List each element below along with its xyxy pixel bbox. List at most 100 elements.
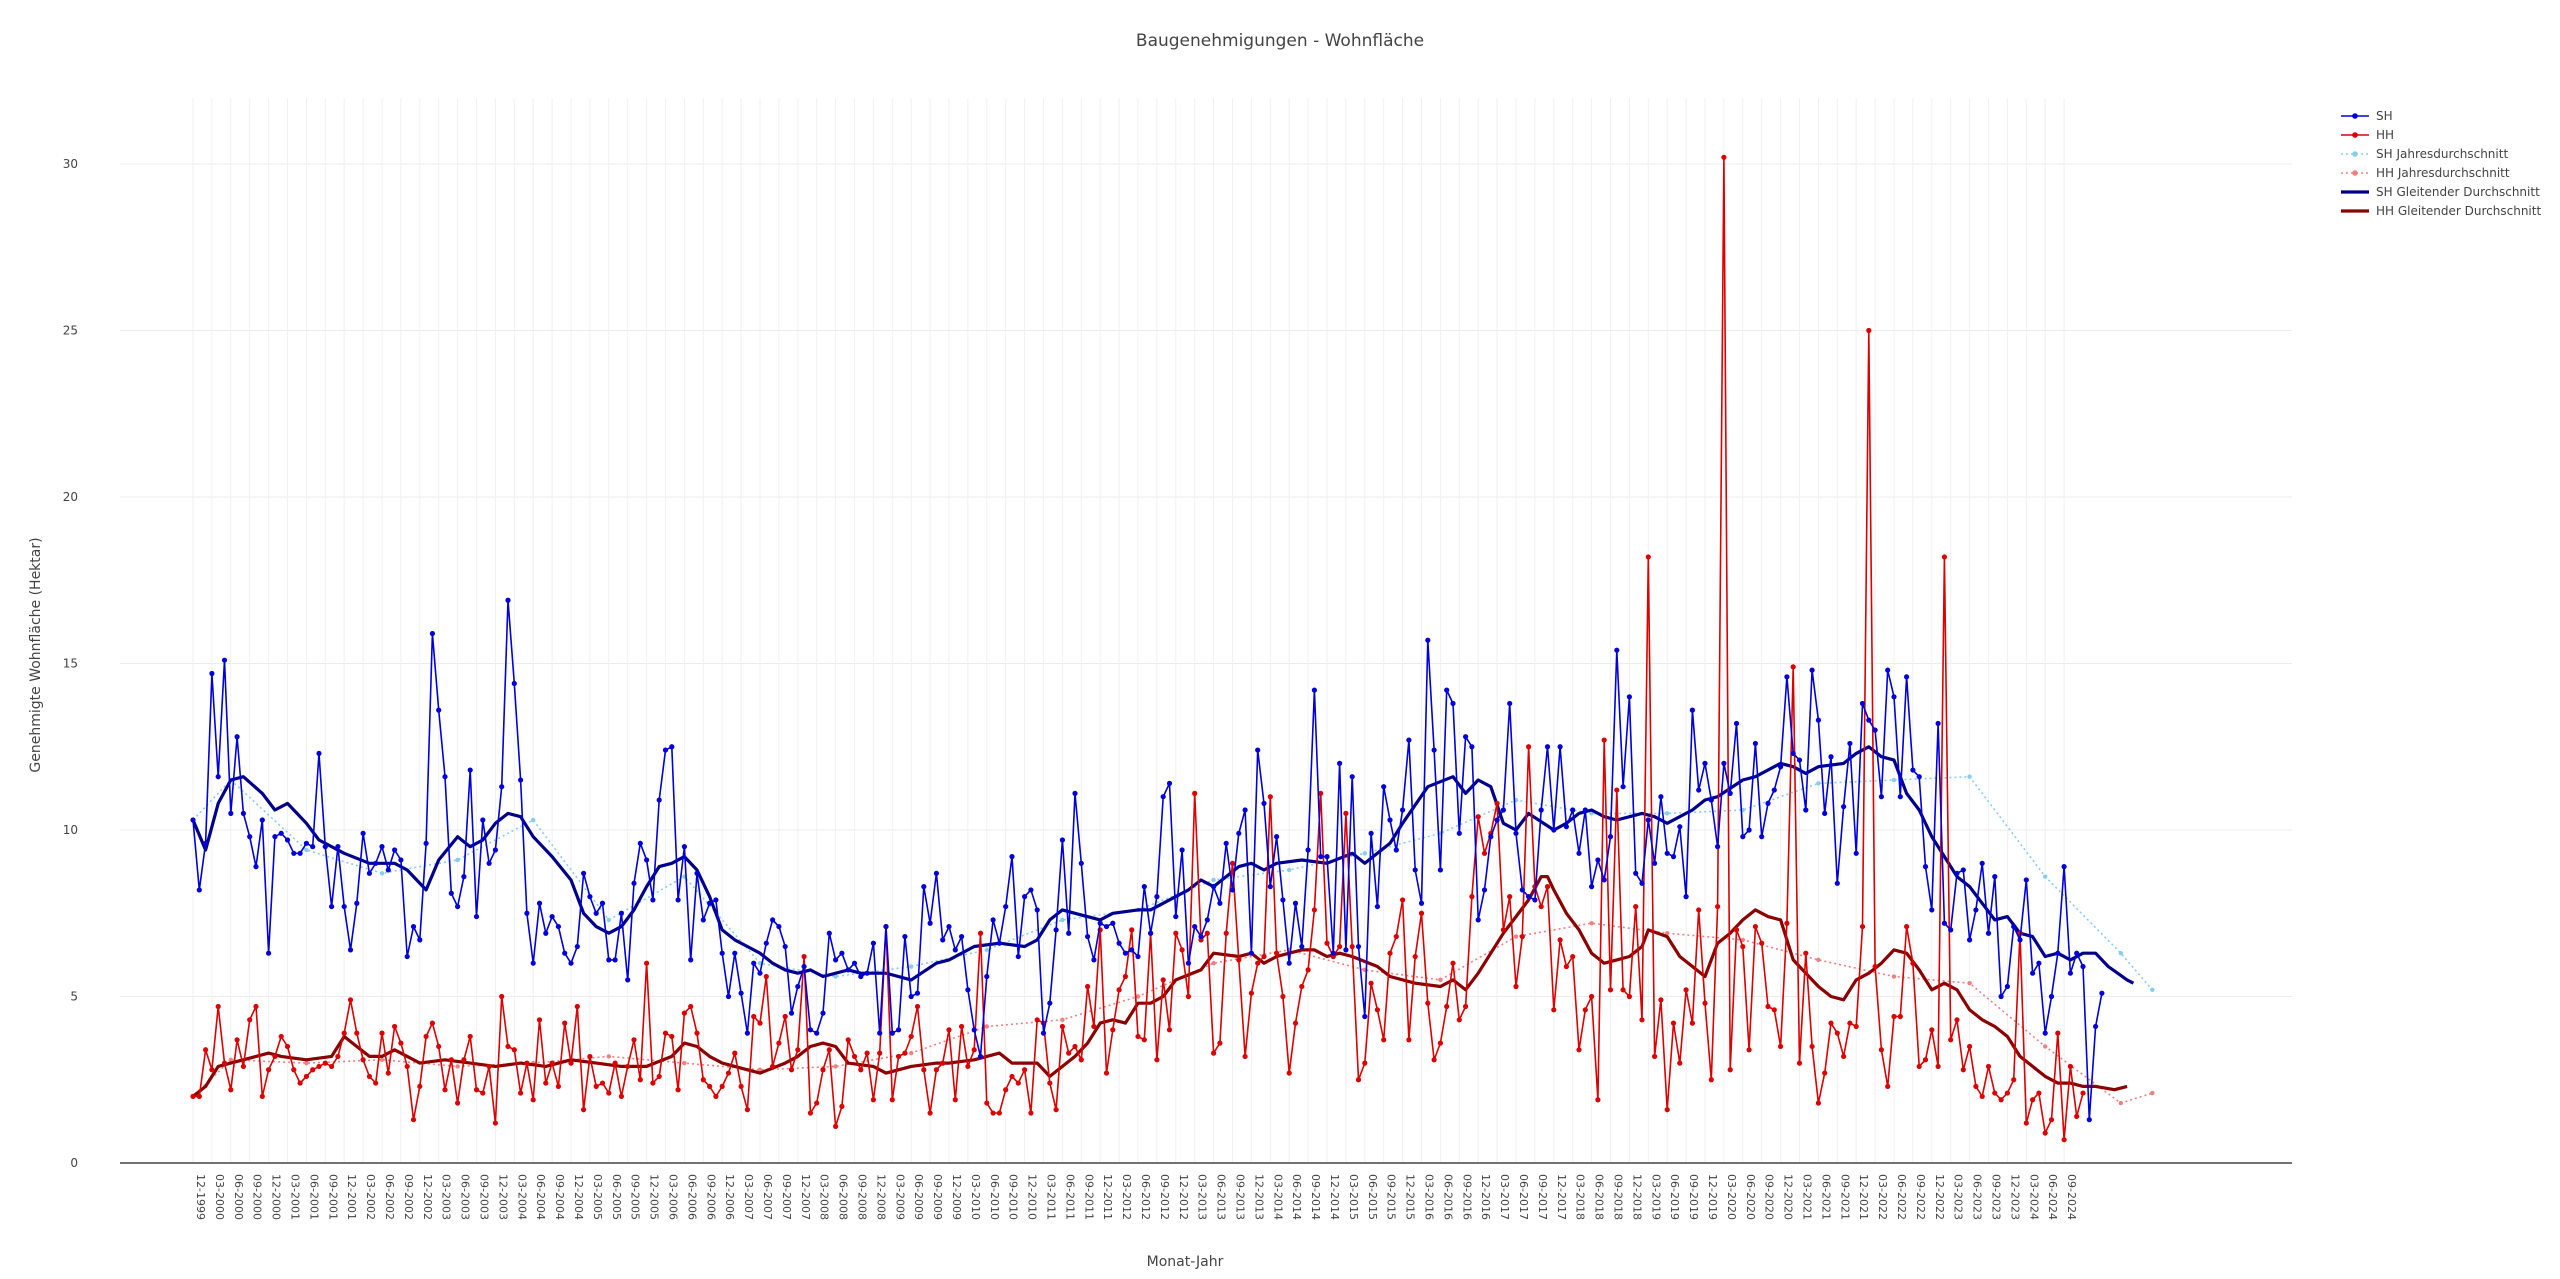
data-point <box>385 1070 391 1076</box>
x-tick-label: 03-2022 <box>1876 1174 1889 1220</box>
data-point <box>1444 1003 1450 1010</box>
data-point <box>1828 754 1834 760</box>
data-point <box>637 1077 643 1083</box>
data-point <box>1935 1063 1941 1070</box>
data-point <box>1589 993 1595 1000</box>
data-point <box>1702 760 1708 767</box>
data-point <box>1998 993 2004 1000</box>
data-point <box>1859 700 1866 707</box>
data-point <box>404 953 410 960</box>
x-tick-label: 06-2002 <box>383 1174 396 1220</box>
y-tick-label: 10 <box>63 823 78 837</box>
data-point <box>2004 983 2010 990</box>
data-point <box>1229 887 1236 893</box>
x-tick-label: 12-2015 <box>1404 1174 1417 1220</box>
data-point <box>965 987 971 993</box>
data-point <box>1954 870 1960 876</box>
data-point <box>1595 857 1601 863</box>
data-point <box>1904 923 1910 930</box>
data-point <box>1639 880 1645 886</box>
data-point <box>896 1053 902 1060</box>
data-point <box>1072 790 1078 796</box>
legend-swatch <box>2341 131 2369 138</box>
x-tick-label: 12-2000 <box>270 1174 283 1220</box>
data-point <box>1513 983 1519 990</box>
data-point <box>442 1087 448 1093</box>
legend-item-hh_annual[interactable]: HH Jahresdurchschnitt <box>2340 163 2541 182</box>
data-point <box>1022 1067 1028 1073</box>
data-point <box>1248 950 1254 956</box>
data-point <box>1872 963 1878 970</box>
data-point <box>284 1043 291 1050</box>
data-point <box>1576 850 1582 856</box>
legend-item-sh_moving[interactable]: SH Gleitender Durchschnitt <box>2340 182 2541 201</box>
data-point <box>795 983 801 990</box>
legend-item-hh_moving[interactable]: HH Gleitender Durchschnitt <box>2340 201 2541 220</box>
x-tick-label: 06-2001 <box>307 1174 320 1220</box>
data-point <box>417 937 423 943</box>
data-point <box>1135 994 1141 999</box>
data-point <box>1834 1030 1840 1036</box>
data-point <box>492 1120 498 1126</box>
legend-item-sh_annual[interactable]: SH Jahresdurchschnitt <box>2340 144 2541 163</box>
data-point <box>1412 867 1418 873</box>
data-point <box>1721 760 1727 767</box>
data-point <box>2036 1090 2042 1096</box>
x-tick-label: 03-2000 <box>213 1174 226 1220</box>
data-point <box>562 1020 568 1026</box>
data-point <box>190 817 196 823</box>
x-tick-label: 09-2013 <box>1234 1174 1247 1220</box>
legend-item-sh[interactable]: SH <box>2340 106 2541 125</box>
x-tick-label: 06-2013 <box>1215 1174 1228 1220</box>
x-tick-label: 12-2010 <box>1026 1174 1039 1220</box>
data-point <box>1815 1100 1821 1106</box>
data-point <box>940 937 946 943</box>
data-point <box>1816 781 1821 786</box>
x-tick-label: 09-2018 <box>1612 1174 1625 1220</box>
x-tick-label: 03-2021 <box>1801 1174 1814 1220</box>
data-point <box>1878 794 1884 800</box>
data-point <box>1614 787 1620 793</box>
data-point <box>1078 1057 1084 1063</box>
data-point <box>612 957 618 963</box>
data-point <box>675 1087 681 1093</box>
data-point <box>2017 937 2023 943</box>
data-point <box>1683 987 1689 993</box>
data-point <box>379 1030 385 1036</box>
data-point <box>625 1063 631 1070</box>
data-point <box>1967 980 1972 986</box>
data-point <box>266 950 272 956</box>
data-point <box>788 1010 795 1016</box>
data-point <box>461 1057 467 1063</box>
data-point <box>1349 943 1355 950</box>
data-point <box>1897 1013 1903 1020</box>
legend-item-hh[interactable]: HH <box>2340 125 2541 144</box>
data-point <box>965 1063 971 1070</box>
data-point <box>253 864 259 870</box>
data-point <box>1437 867 1443 873</box>
x-tick-label: 03-2012 <box>1120 1174 1133 1220</box>
data-point <box>392 1023 398 1030</box>
data-point <box>253 1003 259 1010</box>
data-point <box>757 1067 763 1072</box>
data-point <box>1286 1070 1292 1076</box>
data-point <box>423 840 429 846</box>
data-point <box>933 1067 940 1073</box>
data-point <box>2042 1030 2048 1036</box>
data-point <box>1853 1023 1859 1030</box>
data-point <box>1406 1037 1412 1043</box>
x-tick-label: 06-2005 <box>610 1174 623 1220</box>
data-point <box>1948 927 1954 933</box>
legend-label: HH <box>2376 127 2395 142</box>
data-point <box>1236 957 1242 963</box>
data-point <box>921 1067 927 1073</box>
data-point <box>1752 923 1758 930</box>
data-point <box>1034 1017 1040 1023</box>
data-point <box>1708 1077 1714 1083</box>
legend-swatch <box>2341 189 2369 194</box>
data-point <box>889 1097 895 1103</box>
x-tick-label: 09-2015 <box>1385 1174 1398 1220</box>
x-tick-label: 06-2010 <box>988 1174 1001 1220</box>
data-point <box>1715 844 1721 850</box>
data-point <box>518 1090 524 1096</box>
